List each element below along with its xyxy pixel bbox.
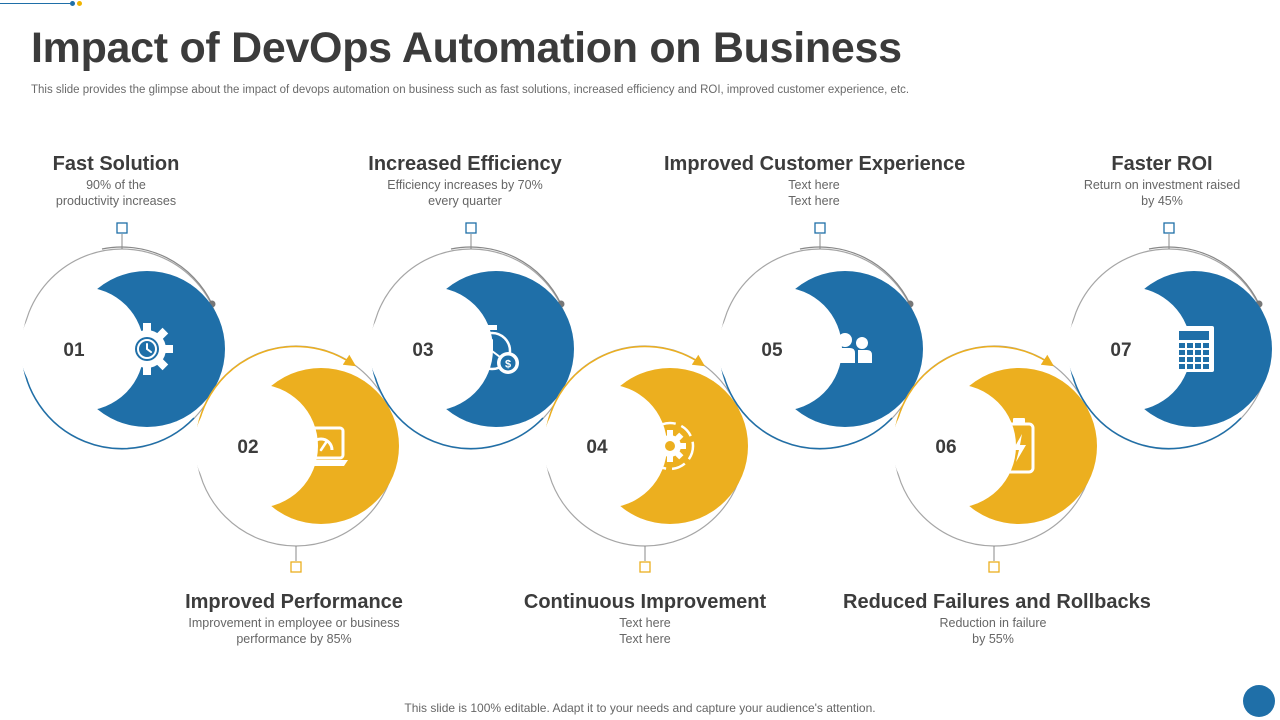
step-number: 07 bbox=[1110, 340, 1131, 361]
step-heading: Increased Efficiency bbox=[368, 153, 562, 175]
step-circle-01: 01 bbox=[20, 222, 225, 450]
page-title: Impact of DevOps Automation on Business bbox=[31, 24, 902, 72]
footer-note: This slide is 100% editable. Adapt it to… bbox=[404, 701, 876, 715]
step-circle-03: 03 $ bbox=[369, 222, 574, 450]
step-desc-line: Text here bbox=[619, 632, 671, 646]
corner-dot bbox=[1243, 685, 1275, 717]
step-number: 04 bbox=[586, 437, 608, 458]
step-desc-line: 90% of the bbox=[86, 178, 146, 192]
step-heading: Continuous Improvement bbox=[523, 591, 767, 613]
step-heading: Reduced Failures and Rollbacks bbox=[843, 591, 1151, 613]
step-number: 06 bbox=[935, 437, 956, 458]
step-circle-06: 06 bbox=[892, 345, 1097, 573]
step-label: Increased Efficiency Efficiency increase… bbox=[315, 152, 615, 209]
step-heading: Improved Customer Experience bbox=[664, 153, 966, 175]
step-desc-line: Return on investment raised bbox=[1083, 178, 1241, 192]
top-decoration bbox=[0, 1, 84, 6]
step-heading: Improved Performance bbox=[185, 591, 403, 613]
step-number: 02 bbox=[237, 437, 258, 458]
step-desc-line: Text here bbox=[788, 178, 840, 192]
step-desc-line: performance by 85% bbox=[236, 632, 352, 646]
laptop-speedometer-icon bbox=[294, 426, 348, 466]
page-subtitle: This slide provides the glimpse about th… bbox=[31, 84, 910, 96]
step-heading: Fast Solution bbox=[52, 153, 180, 175]
step-label: Fast Solution 90% of the productivity inc… bbox=[0, 152, 266, 209]
gear-clock-icon bbox=[121, 323, 173, 375]
step-desc-line: productivity increases bbox=[55, 194, 177, 208]
customers-group-icon bbox=[818, 333, 872, 363]
step-desc-line: Text here bbox=[619, 616, 671, 630]
step-label: Reduced Failures and Rollbacks Reduction… bbox=[843, 590, 1151, 647]
step-desc-line: Improvement in employee or business bbox=[188, 616, 400, 630]
step-circle-04: 04 bbox=[543, 345, 748, 573]
step-label: Improved Performance Improvement in empl… bbox=[144, 590, 444, 647]
step-desc-line: every quarter bbox=[428, 194, 502, 208]
calculator-icon bbox=[1174, 326, 1214, 372]
step-circle-07: 07 bbox=[1067, 222, 1272, 450]
step-desc-line: Text here bbox=[788, 194, 840, 208]
step-label: Continuous Improvement Text here Text her… bbox=[495, 590, 795, 647]
step-desc-line: by 45% bbox=[1141, 194, 1183, 208]
step-circle-02: 02 bbox=[194, 345, 399, 573]
step-number: 01 bbox=[63, 340, 85, 361]
step-circle-05: 05 bbox=[718, 222, 923, 450]
svg-text:$: $ bbox=[505, 359, 511, 371]
stopwatch-dollar-icon: $ bbox=[472, 325, 519, 374]
step-heading: Faster ROI bbox=[1111, 153, 1213, 175]
step-desc-line: Efficiency increases by 70% bbox=[387, 178, 543, 192]
step-label: Improved Customer Experience Text here Te… bbox=[664, 152, 966, 209]
step-number: 03 bbox=[412, 340, 433, 361]
step-number: 05 bbox=[761, 340, 783, 361]
battery-charge-icon bbox=[1003, 418, 1035, 474]
step-desc-line: by 55% bbox=[972, 632, 1014, 646]
step-desc-line: Reduction in failure bbox=[939, 616, 1047, 630]
step-label: Faster ROI Return on investment raised by… bbox=[1012, 152, 1280, 209]
